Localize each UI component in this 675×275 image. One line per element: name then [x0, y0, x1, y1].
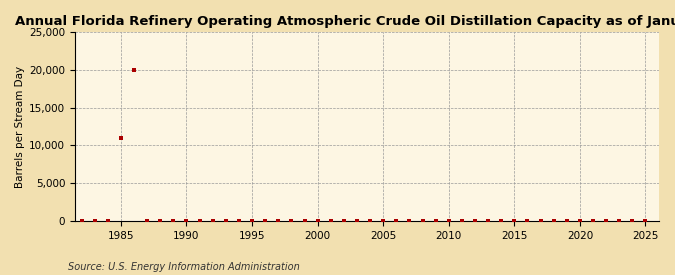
Point [574, 219, 585, 223]
Point [194, 219, 205, 223]
Point [115, 136, 126, 140]
Point [89, 219, 100, 223]
Point [548, 219, 559, 223]
Point [325, 219, 336, 223]
Point [76, 219, 87, 223]
Point [535, 219, 546, 223]
Point [168, 219, 179, 223]
Point [627, 219, 638, 223]
Point [234, 219, 244, 223]
Point [352, 219, 362, 223]
Point [417, 219, 428, 223]
Text: Source: U.S. Energy Information Administration: Source: U.S. Energy Information Administ… [68, 262, 299, 272]
Point [155, 219, 165, 223]
Point [221, 219, 232, 223]
Point [129, 68, 140, 72]
Point [286, 219, 297, 223]
Point [483, 219, 493, 223]
Point [378, 219, 389, 223]
Y-axis label: Barrels per Stream Day: Barrels per Stream Day [15, 65, 25, 188]
Point [601, 219, 612, 223]
Point [588, 219, 599, 223]
Point [522, 219, 533, 223]
Point [391, 219, 402, 223]
Point [509, 219, 520, 223]
Point [430, 219, 441, 223]
Point [404, 219, 415, 223]
Point [614, 219, 624, 223]
Point [246, 219, 257, 223]
Point [260, 219, 271, 223]
Point [456, 219, 467, 223]
Point [181, 219, 192, 223]
Point [470, 219, 481, 223]
Point [313, 219, 323, 223]
Point [299, 219, 310, 223]
Point [273, 219, 284, 223]
Point [364, 219, 375, 223]
Title: Annual Florida Refinery Operating Atmospheric Crude Oil Distillation Capacity as: Annual Florida Refinery Operating Atmosp… [16, 15, 675, 28]
Point [103, 219, 113, 223]
Point [207, 219, 218, 223]
Point [562, 219, 572, 223]
Point [338, 219, 349, 223]
Point [496, 219, 507, 223]
Point [142, 219, 153, 223]
Point [443, 219, 454, 223]
Point [640, 219, 651, 223]
